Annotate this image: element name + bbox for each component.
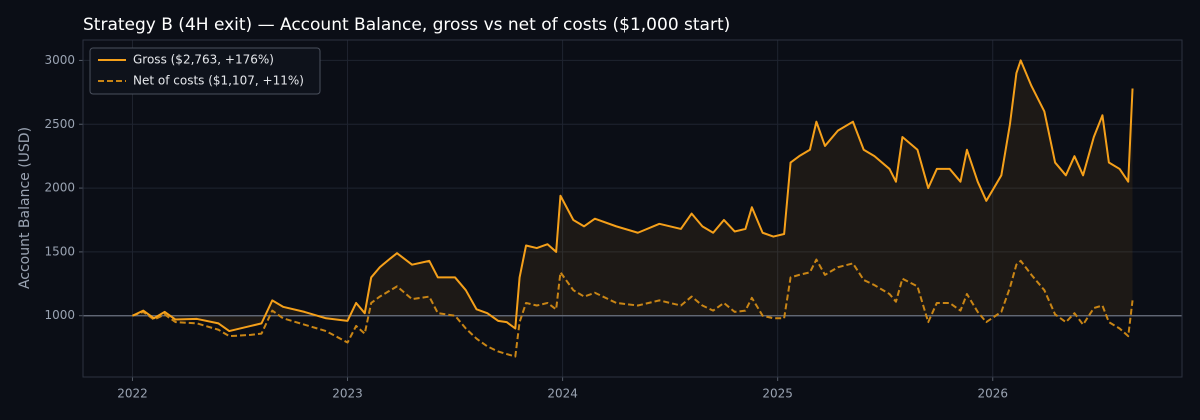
legend-label: Gross ($2,763, +176%) — [133, 53, 274, 67]
y-tick-label: 1000 — [44, 308, 75, 322]
y-tick-label: 1500 — [44, 244, 75, 258]
series-line — [132, 258, 1134, 358]
legend-label: Net of costs ($1,107, +11%) — [133, 74, 304, 88]
x-tick-label: 2022 — [117, 387, 148, 401]
y-tick-label: 2500 — [44, 117, 75, 131]
chart-title: Strategy B (4H exit) — Account Balance, … — [83, 15, 730, 35]
y-axis-label: Account Balance (USD) — [17, 127, 33, 289]
area-fill — [132, 60, 1133, 332]
x-tick-label: 2025 — [762, 387, 793, 401]
legend-box — [89, 47, 321, 95]
x-tick-label: 2026 — [977, 387, 1008, 401]
legend: Gross ($2,763, +176%) Net of costs ($1,10… — [89, 47, 321, 95]
plot-frame — [82, 39, 1183, 378]
y-tick-label: 3000 — [44, 53, 75, 67]
series-line — [132, 59, 1134, 333]
x-tick-label: 2023 — [332, 387, 363, 401]
y-tick-label: 2000 — [44, 181, 75, 195]
x-tick-label: 2024 — [547, 387, 578, 401]
